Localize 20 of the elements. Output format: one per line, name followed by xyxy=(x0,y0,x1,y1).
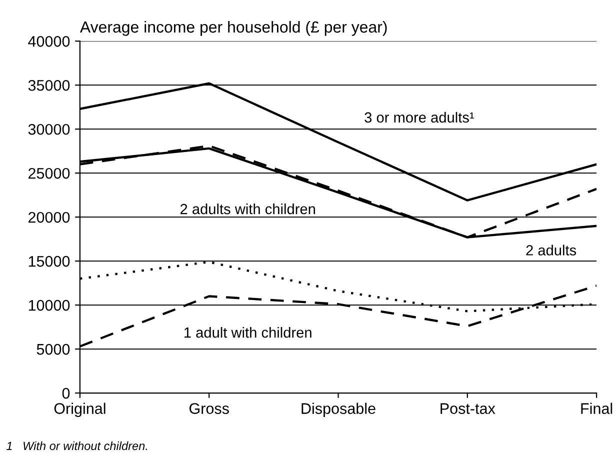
series-label: 2 adults with children xyxy=(180,204,315,214)
x-tick-label: Final xyxy=(581,402,612,414)
y-tick-label: 35000 xyxy=(28,80,70,91)
x-tick-label: Original xyxy=(54,402,106,417)
text: 1 With or without children. xyxy=(6,441,147,450)
y-tick-label: 20000 xyxy=(28,212,70,223)
y-tick-label: 30000 xyxy=(28,124,70,135)
series-label: 2 adults xyxy=(526,244,576,256)
y-axis-title: Average income per household (£ per year) xyxy=(80,20,387,36)
x-tick-label: Disposable xyxy=(302,402,376,417)
y-tick-label: 15000 xyxy=(28,256,70,267)
x-tick-label: Gross xyxy=(189,403,229,414)
y-tick-label: 40000 xyxy=(28,36,70,47)
y-tick-label: 25000 xyxy=(28,168,70,179)
y-tick-label: 5000 xyxy=(36,344,70,355)
y-tick-label: 0 xyxy=(62,388,70,399)
series-label: 1 adult with children xyxy=(184,327,312,338)
y-tick-label: 10000 xyxy=(28,300,70,311)
x-tick-label: Post-tax xyxy=(440,403,496,414)
series-label: 3 or more adults¹ xyxy=(364,112,474,123)
